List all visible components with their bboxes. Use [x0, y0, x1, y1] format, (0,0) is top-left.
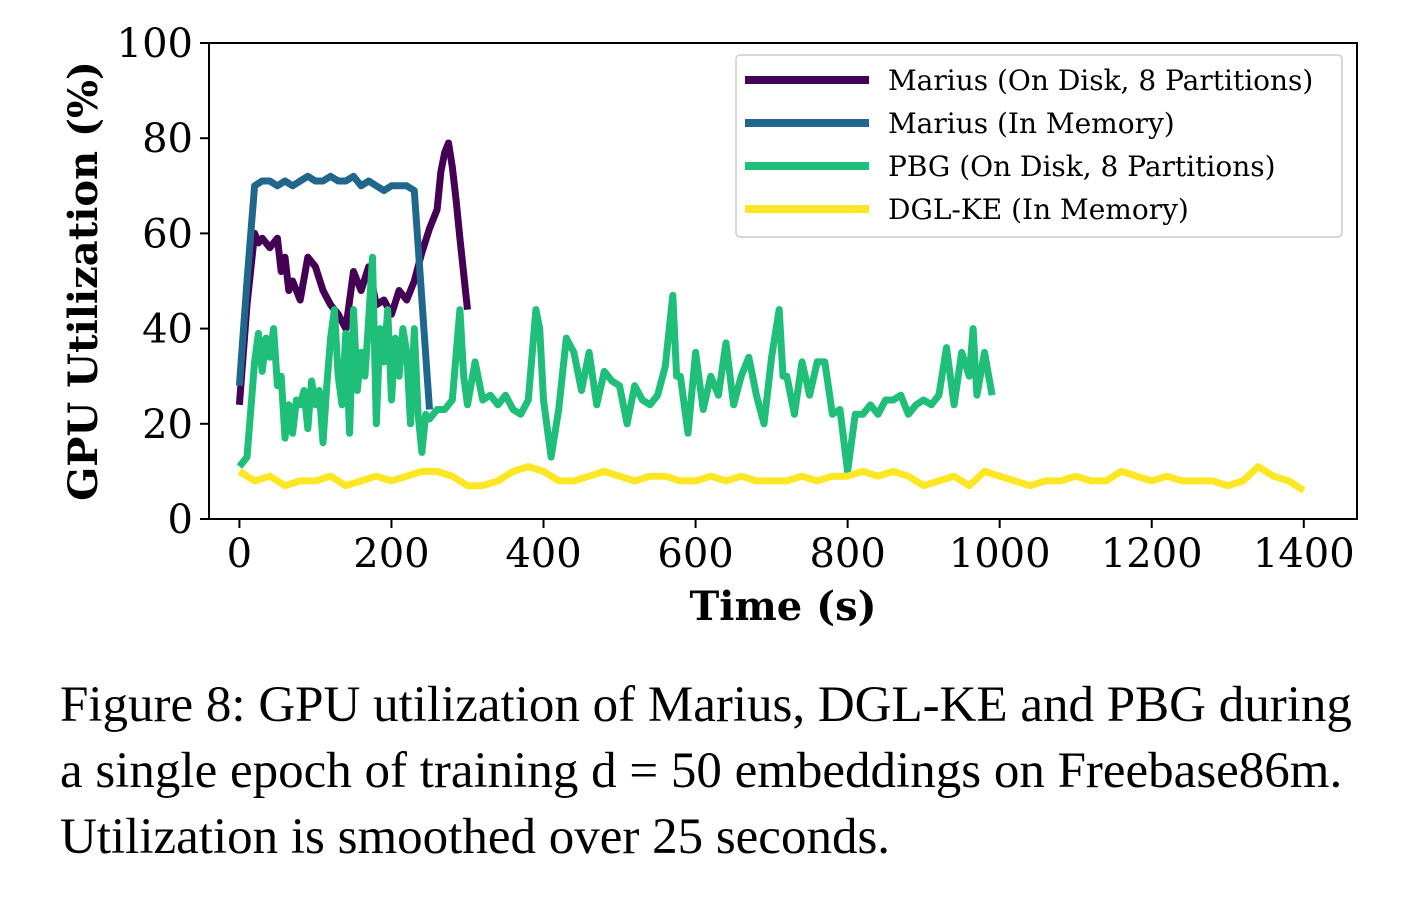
x-axis-ticks: 0 200 400 600 800 1000 1200 1400 — [227, 519, 1355, 577]
legend-label-1: Marius (On Disk, 8 Partitions) — [888, 64, 1313, 97]
x-tick-label: 0 — [227, 531, 252, 577]
x-tick-label: 600 — [657, 531, 733, 577]
gpu-utilization-chart: 0 200 400 600 800 1000 1200 1400 0 20 40 60 80 100 T… — [60, 21, 1358, 630]
series-line-2 — [235, 172, 433, 410]
series-line-4 — [237, 463, 1306, 494]
y-tick-label: 0 — [168, 497, 193, 543]
figure-caption: Figure 8: GPU utilization of Marius, DGL… — [60, 677, 1352, 865]
x-tick-label: 400 — [505, 531, 581, 577]
y-tick-label: 60 — [142, 211, 193, 257]
x-axis-title: Time (s) — [689, 583, 876, 630]
y-tick-label: 40 — [142, 307, 193, 353]
legend-label-2: Marius (In Memory) — [888, 107, 1175, 140]
y-tick-label: 20 — [142, 402, 193, 448]
legend-label-3: PBG (On Disk, 8 Partitions) — [888, 150, 1276, 183]
x-tick-label: 1200 — [1101, 531, 1203, 577]
legend-items: Marius (On Disk, 8 Partitions) Marius (In… — [745, 64, 1313, 226]
y-tick-label: 100 — [117, 21, 193, 67]
series-line-1 — [235, 139, 471, 406]
series-line-3 — [236, 253, 996, 475]
y-tick-label: 80 — [142, 116, 193, 162]
x-tick-label: 1400 — [1253, 531, 1355, 577]
y-axis-ticks: 0 20 40 60 80 100 — [117, 21, 209, 543]
x-tick-label: 1000 — [949, 531, 1051, 577]
legend: Marius (On Disk, 8 Partitions) Marius (In… — [735, 54, 1343, 238]
y-axis-title: GPU Utilization (%) — [60, 61, 107, 501]
x-tick-label: 800 — [809, 531, 885, 577]
legend-label-4: DGL-KE (In Memory) — [888, 193, 1189, 226]
legend-frame — [735, 54, 1343, 238]
x-tick-label: 200 — [353, 531, 429, 577]
series-layer — [235, 139, 1306, 494]
